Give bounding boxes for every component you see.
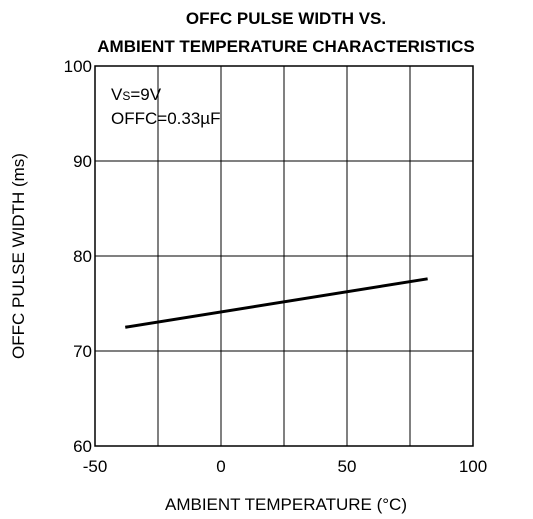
y-tick-labels: 60 70 80 90 100 bbox=[64, 57, 92, 456]
chart-title-line-2: AMBIENT TEMPERATURE CHARACTERISTICS bbox=[97, 37, 474, 56]
chart-title-line-1: OFFC PULSE WIDTH VS. bbox=[186, 9, 386, 28]
series-layer bbox=[125, 277, 428, 329]
y-tick-label: 100 bbox=[64, 57, 92, 76]
x-tick-label: -50 bbox=[83, 457, 108, 476]
y-tick-label: 80 bbox=[73, 247, 92, 266]
x-tick-label: 100 bbox=[459, 457, 487, 476]
x-axis-label: AMBIENT TEMPERATURE (°C) bbox=[165, 495, 407, 514]
y-tick-label: 70 bbox=[73, 342, 92, 361]
plot-border bbox=[94, 65, 474, 447]
supply-voltage-value: =9V bbox=[130, 85, 161, 104]
y-tick-label: 60 bbox=[73, 437, 92, 456]
x-tick-label: 50 bbox=[338, 457, 357, 476]
x-tick-label: 0 bbox=[216, 457, 225, 476]
grid-layer bbox=[95, 66, 473, 446]
y-tick-label: 90 bbox=[73, 152, 92, 171]
series-line bbox=[125, 277, 428, 329]
supply-voltage-annotation: VS=9V bbox=[111, 85, 162, 104]
supply-voltage-subscript: S bbox=[122, 89, 130, 103]
capacitor-annotation: OFFC=0.33µF bbox=[111, 109, 220, 128]
supply-voltage-symbol: V bbox=[111, 85, 123, 104]
x-tick-labels: -50 0 50 100 bbox=[83, 457, 487, 476]
plot-frame bbox=[94, 65, 474, 447]
y-axis-label: OFFC PULSE WIDTH (ms) bbox=[9, 153, 28, 359]
